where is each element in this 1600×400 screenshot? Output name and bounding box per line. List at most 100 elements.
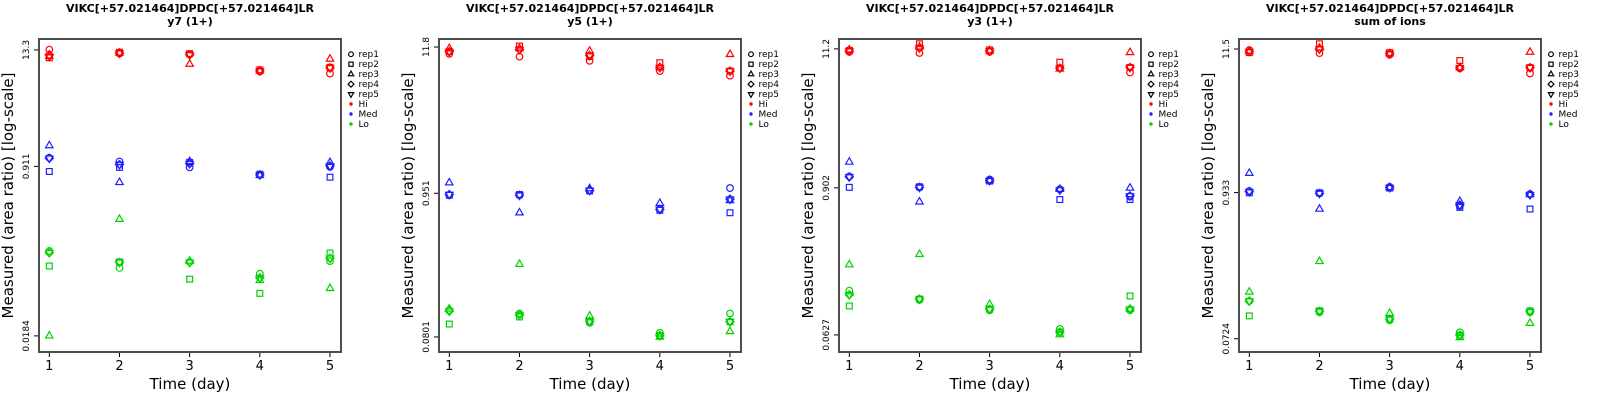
panel-subtitle: y5 (1+) xyxy=(567,15,613,28)
data-point-lo-rep5 xyxy=(44,249,55,259)
panel-title: VIKC[+57.021464]DPDC[+57.021464]LR xyxy=(66,2,314,15)
data-point-hi-rep5 xyxy=(184,51,195,61)
panel-title: VIKC[+57.021464]DPDC[+57.021464]LR xyxy=(866,2,1114,15)
data-point-hi-rep3 xyxy=(725,48,735,58)
data-point-lo-rep3 xyxy=(444,303,455,312)
data-point-med-rep3 xyxy=(1314,203,1325,212)
data-point-med-rep3 xyxy=(1455,195,1465,205)
data-point-hi-rep3 xyxy=(1384,48,1395,57)
legend-dot-hi xyxy=(349,102,353,106)
data-point-lo-rep5 xyxy=(1244,298,1255,307)
data-point-lo-rep5 xyxy=(1125,306,1135,315)
legend-label-rep5: rep5 xyxy=(359,90,379,100)
data-point-med-rep3 xyxy=(114,176,125,186)
x-tick-label: 1 xyxy=(445,359,453,374)
data-point-med-rep5 xyxy=(914,184,925,193)
legend-label-med: Med xyxy=(1159,110,1178,120)
data-point-hi-rep5 xyxy=(114,50,125,59)
data-point-med-rep5 xyxy=(44,155,55,164)
legend-label-rep4: rep4 xyxy=(1559,80,1580,90)
data-point-med-rep3 xyxy=(1244,167,1255,176)
y-tick-label: 13.3 xyxy=(22,40,32,60)
x-axis-label: Time (day) xyxy=(149,375,231,393)
data-points xyxy=(1244,40,1535,341)
data-point-lo-rep2 xyxy=(1245,312,1253,320)
data-point-med-rep5 xyxy=(584,187,595,196)
legend-label-lo: Lo xyxy=(359,120,370,130)
data-point-lo-rep5 xyxy=(844,291,855,301)
legend-marker-rep2 xyxy=(1548,61,1554,67)
data-point-lo-rep5 xyxy=(514,312,525,321)
data-point-hi-rep5 xyxy=(444,48,455,58)
data-point-hi-rep3 xyxy=(255,65,265,74)
legend-marker-rep5 xyxy=(747,92,755,99)
data-point-hi-rep3 xyxy=(584,45,595,54)
data-point-hi-rep5 xyxy=(1455,64,1465,74)
data-point-hi-rep5 xyxy=(584,52,595,61)
axes: 11.2 0.902 0.0627 1 2 3 4 5 Time (day) Measured (… xyxy=(800,39,1134,393)
legend-marker-rep2 xyxy=(348,61,354,67)
data-point-lo-rep5 xyxy=(914,296,925,305)
panel-y5: VIKC[+57.021464]DPDC[+57.021464]LR y5 (1+… xyxy=(400,0,800,400)
data-point-lo-rep5 xyxy=(325,255,335,264)
data-point-med-rep3 xyxy=(514,207,525,216)
data-point-hi-rep3 xyxy=(114,47,125,56)
legend-label-rep2: rep2 xyxy=(759,60,779,70)
data-point-hi-rep5 xyxy=(325,65,335,74)
legend-label-hi: Hi xyxy=(359,100,368,110)
data-point-hi-rep3 xyxy=(1525,46,1535,55)
data-point-med-rep5 xyxy=(1525,191,1535,201)
data-point-med-rep2 xyxy=(726,209,734,217)
plot-box xyxy=(438,38,742,353)
data-point-hi-rep5 xyxy=(1314,46,1325,55)
data-point-med-rep5 xyxy=(1455,202,1465,211)
x-tick-label: 1 xyxy=(45,359,53,374)
legend-marker-rep3 xyxy=(347,69,355,77)
x-tick-label: 2 xyxy=(915,359,923,374)
data-point-hi-rep5 xyxy=(1125,64,1135,73)
data-point-med-rep3 xyxy=(1525,189,1535,198)
legend-label-lo: Lo xyxy=(759,120,770,130)
legend-dot-lo xyxy=(749,122,753,126)
data-point-hi-rep3 xyxy=(1055,63,1065,72)
data-point-med-rep5 xyxy=(255,172,265,181)
data-point-med-rep5 xyxy=(325,163,335,172)
legend-label-med: Med xyxy=(1559,110,1578,120)
x-tick-label: 3 xyxy=(1386,359,1394,374)
x-tick-label: 3 xyxy=(586,359,594,374)
legend-dot-hi xyxy=(1149,102,1153,106)
legend-label-rep1: rep1 xyxy=(1159,50,1179,60)
plot-box xyxy=(838,38,1142,353)
data-point-lo-rep1 xyxy=(726,309,734,318)
data-point-hi-rep3 xyxy=(1455,62,1465,71)
x-tick-label: 5 xyxy=(1526,359,1534,374)
legend-marker-rep3 xyxy=(747,69,755,77)
data-point-hi-rep1 xyxy=(585,56,594,65)
data-points xyxy=(844,40,1135,338)
data-point-lo-rep5 xyxy=(184,259,195,268)
y-tick-label: 0.902 xyxy=(822,175,832,201)
data-point-hi-rep5 xyxy=(725,68,735,77)
legend-label-rep1: rep1 xyxy=(359,50,379,60)
data-point-hi-rep1 xyxy=(726,71,734,80)
legend-marker-rep3 xyxy=(1547,69,1555,77)
legend-label-rep3: rep3 xyxy=(759,70,779,80)
x-tick-label: 2 xyxy=(115,359,123,374)
data-point-med-rep1 xyxy=(726,184,734,192)
data-point-med-rep5 xyxy=(514,192,525,201)
data-point-lo-rep3 xyxy=(1314,255,1325,265)
data-point-med-rep3 xyxy=(444,177,455,186)
legend-marker-rep3 xyxy=(1147,69,1155,77)
legend-label-lo: Lo xyxy=(1159,120,1170,130)
legend-marker-rep2 xyxy=(1148,61,1154,67)
data-point-lo-rep3 xyxy=(325,282,335,292)
data-point-lo-rep2 xyxy=(45,262,53,270)
data-point-lo-rep5 xyxy=(1314,308,1325,317)
data-point-lo-rep5 xyxy=(444,308,455,317)
legend-dot-med xyxy=(1149,112,1153,116)
